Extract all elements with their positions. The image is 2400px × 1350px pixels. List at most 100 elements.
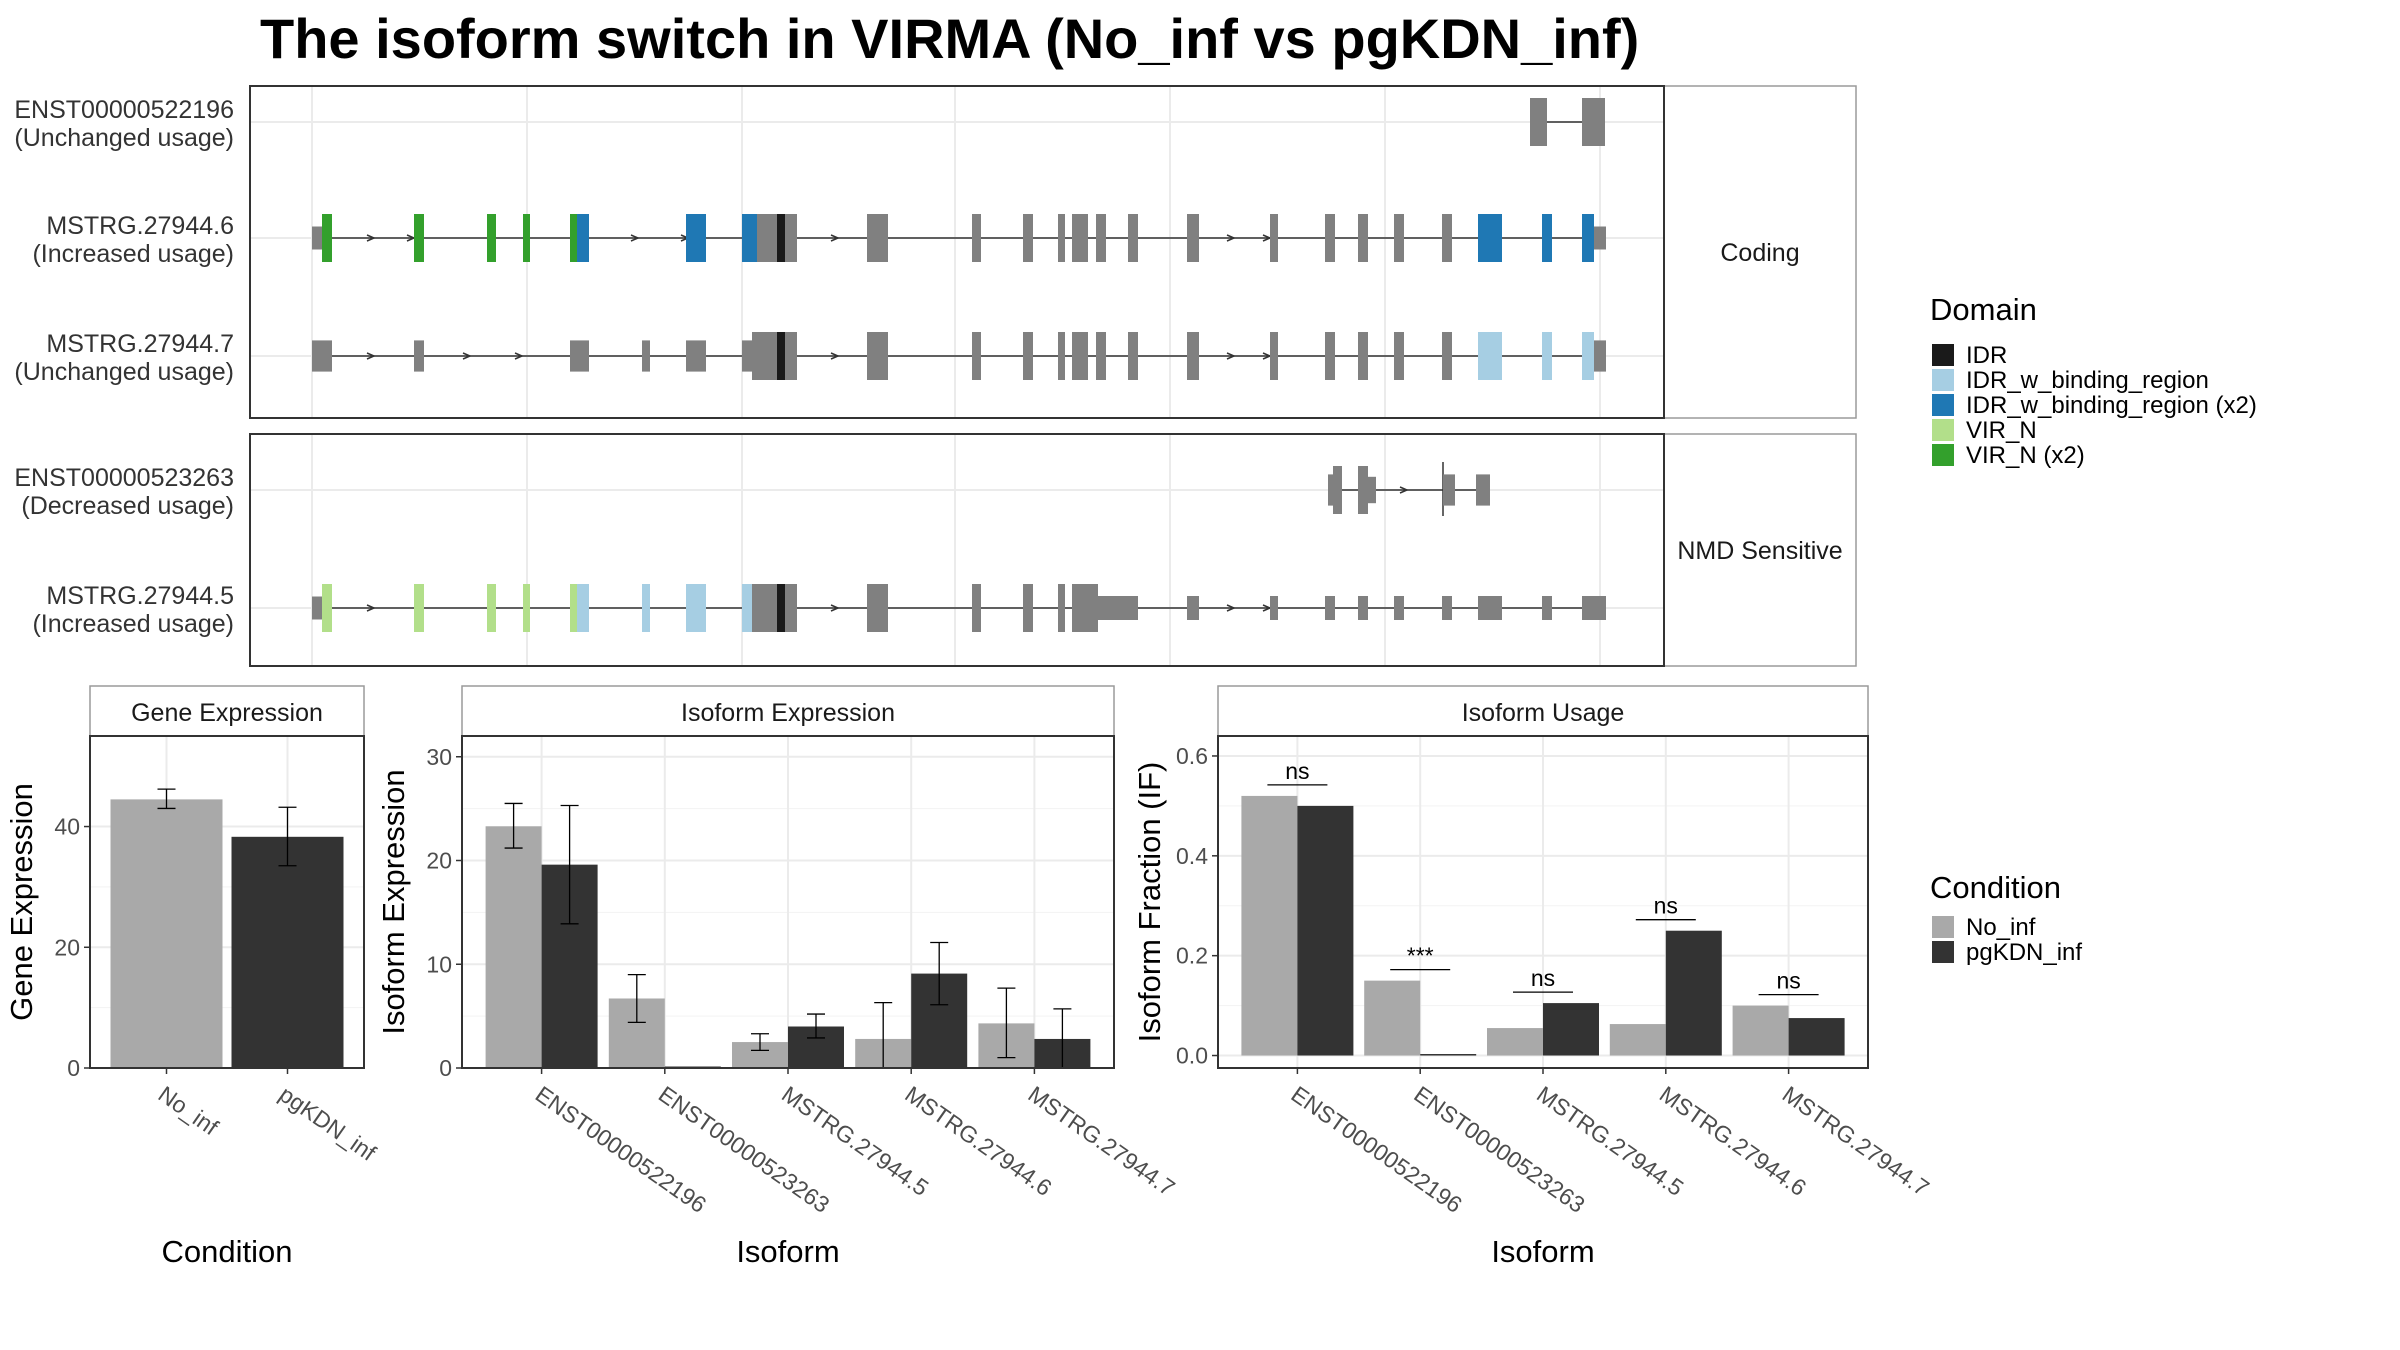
- chart-strip-label: Isoform Usage: [1462, 699, 1625, 727]
- exon-22: [1358, 214, 1368, 262]
- exon-5: [742, 340, 752, 372]
- significance-label-0: ns: [1285, 758, 1309, 784]
- figure-title: The isoform switch in VIRMA (No_inf vs p…: [260, 7, 1639, 70]
- exon-20: [1394, 332, 1404, 380]
- exon-23: [1394, 214, 1404, 262]
- exon-9: [757, 214, 777, 262]
- domain-exon-7: [642, 584, 650, 632]
- exon-3: [642, 340, 650, 372]
- y-tick-label-2: 40: [54, 814, 80, 840]
- chart-strip-box: [461, 685, 1115, 737]
- structure-panel-bg: [250, 434, 1664, 666]
- domain-exon-23: [1542, 332, 1552, 380]
- strand-arrow-2: [630, 234, 640, 242]
- exon-17: [1270, 332, 1278, 380]
- exon-11: [785, 214, 797, 262]
- transcript-ENST00000523263: ENST00000523263(Decreased usage): [14, 462, 1490, 520]
- exon-23: [1358, 596, 1368, 620]
- chart-strip-box: [89, 685, 365, 737]
- chart-1: Isoform Expression0102030ENST00000522196…: [376, 685, 1180, 1269]
- transcript-ENST00000522196: ENST00000522196(Unchanged usage): [14, 96, 1605, 152]
- chart-2: Isoform Usagens***nsnsns0.00.20.40.6ENST…: [1132, 685, 1934, 1269]
- domain-exon-4: [523, 214, 530, 262]
- domain-legend-key-0: [1932, 344, 1954, 366]
- exon-27: [1542, 596, 1552, 620]
- exon-15: [1058, 214, 1065, 262]
- transcript-usage-label: (Unchanged usage): [14, 358, 234, 386]
- y-tick-label-3: 30: [426, 744, 452, 770]
- y-tick-label-2: 20: [426, 848, 452, 874]
- exon-16: [1072, 214, 1088, 262]
- strand-arrow-2: [514, 352, 524, 360]
- strand-arrow-2: [1226, 604, 1236, 612]
- strand-arrow-1: [830, 604, 840, 612]
- exon-19: [1358, 332, 1368, 380]
- domain-legend-key-1: [1932, 369, 1954, 391]
- x-tick-label-1: pgKDN_inf: [275, 1081, 382, 1166]
- exon-11: [1023, 332, 1033, 380]
- chart-strip-label: Isoform Expression: [681, 699, 895, 727]
- exon-20: [1270, 214, 1278, 262]
- y-tick-label-0: 0: [67, 1055, 80, 1081]
- exon-21: [1442, 332, 1452, 380]
- structure-panel-bg: [250, 86, 1664, 418]
- domain-legend-label-0: IDR: [1966, 342, 2007, 369]
- transcript-name-label: MSTRG.27944.7: [46, 330, 234, 358]
- strand-arrow-0: [1399, 486, 1409, 494]
- strand-arrow-0: [366, 604, 376, 612]
- exon-16: [1187, 332, 1199, 380]
- exon-13: [867, 584, 888, 632]
- domain-exon-6: [577, 584, 589, 632]
- y-tick-label-0: 0: [439, 1055, 452, 1081]
- strand-arrow-1: [462, 352, 472, 360]
- exon-16: [1058, 584, 1065, 632]
- exon-17: [1072, 584, 1098, 632]
- bar-pgKDN_inf-ENST00000523263: [1420, 1054, 1477, 1056]
- strand-arrow-0: [366, 352, 376, 360]
- y-tick-label-0: 0.0: [1176, 1043, 1208, 1069]
- exon-4: [1443, 474, 1455, 506]
- exon-13: [972, 214, 981, 262]
- domain-exon-5: [570, 584, 577, 632]
- structure-strip-label: NMD Sensitive: [1677, 537, 1842, 565]
- transcript-MSTRG.27944.7: MSTRG.27944.7(Unchanged usage): [14, 330, 1606, 386]
- bar-No_inf-MSTRG.27944.6: [1609, 1024, 1666, 1056]
- bar-No_inf-MSTRG.27944.7: [1732, 1005, 1789, 1056]
- significance-label-4: ns: [1776, 968, 1800, 994]
- y-tick-label-2: 0.4: [1176, 843, 1208, 869]
- domain-legend-label-1: IDR_w_binding_region: [1966, 367, 2209, 394]
- exon-4: [686, 340, 706, 372]
- domain-legend-label-3: VIR_N: [1966, 417, 2037, 444]
- exon-6: [752, 332, 777, 380]
- domain-exon-3: [487, 584, 496, 632]
- domain-exon-8: [742, 214, 757, 262]
- domain-exon-26: [1542, 214, 1552, 262]
- domain-legend: Domain IDRIDR_w_binding_regionIDR_w_bind…: [1930, 292, 2257, 469]
- domain-exon-27: [1582, 214, 1594, 262]
- exon-5: [1476, 474, 1490, 506]
- strand-arrow-3: [830, 352, 840, 360]
- bar-No_inf-ENST00000522196: [1241, 795, 1298, 1056]
- exon-24: [1442, 214, 1452, 262]
- transcript-MSTRG.27944.6: MSTRG.27944.6(Increased usage): [32, 212, 1606, 268]
- exon-2: [1358, 466, 1368, 514]
- domain-exon-11: [777, 584, 785, 632]
- exon-10: [752, 584, 777, 632]
- x-tick-label-0: No_inf: [154, 1081, 224, 1141]
- exon-17: [1096, 214, 1106, 262]
- domain-exon-9: [742, 584, 752, 632]
- exon-9: [867, 332, 888, 380]
- domain-exon-25: [1478, 214, 1502, 262]
- exon-13: [1072, 332, 1088, 380]
- exon-12: [785, 584, 797, 632]
- exon-2: [570, 340, 589, 372]
- exon-12: [867, 214, 888, 262]
- transcript-name-label: ENST00000523263: [14, 464, 234, 492]
- exon-0: [312, 596, 322, 620]
- exon-18: [1128, 214, 1138, 262]
- x-axis-title: Condition: [162, 1234, 293, 1269]
- exon-12: [1058, 332, 1065, 380]
- exon-18: [1325, 332, 1335, 380]
